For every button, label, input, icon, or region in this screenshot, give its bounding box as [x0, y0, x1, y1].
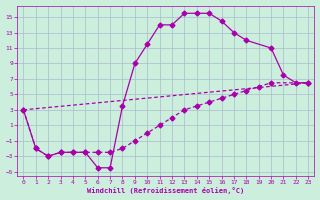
X-axis label: Windchill (Refroidissement éolien,°C): Windchill (Refroidissement éolien,°C): [87, 187, 244, 194]
